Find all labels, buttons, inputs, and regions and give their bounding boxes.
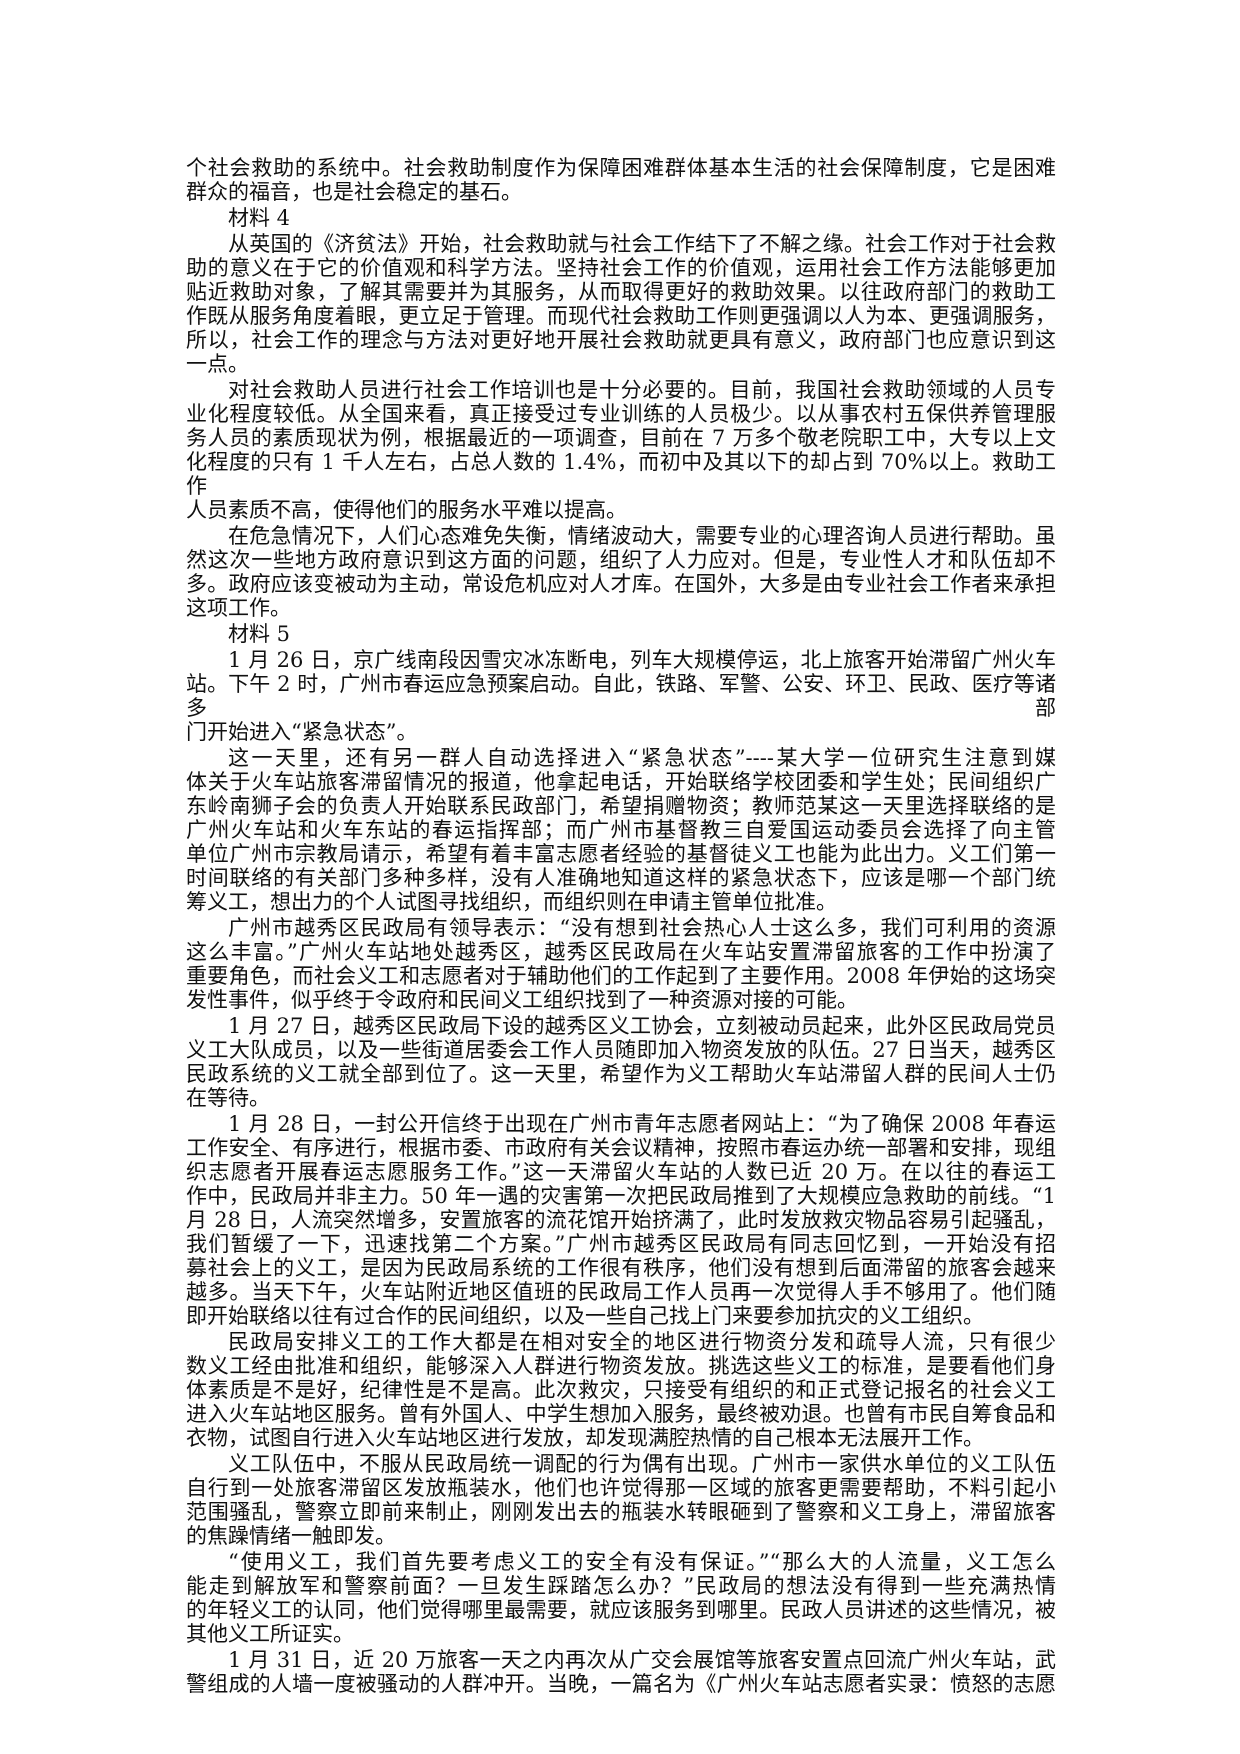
text-line: 能走到解放军和警察前面？一旦发生踩踏怎么办？”民政局的想法没有得到一些充满热情 [186,1574,1056,1598]
text-line: 数义工经由批准和组织，能够深入人群进行物资发放。挑选这些义工的标准，是要看他们身 [186,1354,1056,1378]
text-line: 体关于火车站旅客滞留情况的报道，他拿起电话，开始联络学校团委和学生处；民间组织广 [186,770,1056,794]
text-line: 义工大队成员，以及一些街道居委会工作人员随即加入物资发放的队伍。27 日当天，越… [186,1038,1056,1062]
text-line: 民政系统的义工就全部到位了。这一天里，希望作为义工帮助火车站滞留人群的民间人士仍 [186,1062,1056,1086]
paragraph: 1 月 27 日，越秀区民政局下设的越秀区义工协会，立刻被动员起来，此外区民政局… [186,1014,1056,1110]
text-line: 月 28 日，人流突然增多，安置旅客的流花馆开始挤满了，此时发放救灾物品容易引起… [186,1208,1056,1232]
text-line: 门开始进入“紧急状态”。 [186,720,418,744]
section-heading: 材料 4 [186,206,1056,230]
text-line: 然这次一些地方政府意识到这方面的问题，组织了人力应对。但是，专业性人才和队伍却不 [186,548,1056,572]
paragraph: 从英国的《济贫法》开始，社会救助就与社会工作结下了不解之缘。社会工作对于社会救助… [186,232,1056,376]
text-line: 务人员的素质现状为例，根据最近的一项调查，目前在 7 万多个敬老院职工中，大专以… [186,426,1056,450]
text-line: 这一天里，还有另一群人自动选择进入“紧急状态”----某大学一位研究生注意到媒 [228,746,1056,770]
text-line: 越多。当天下午，火车站附近地区值班的民政局工作人员再一次觉得人手不够用了。他们随 [186,1280,1056,1304]
text-line: 这项工作。 [186,596,291,620]
paragraph: 广州市越秀区民政局有领导表示：“没有想到社会热心人士这么多，我们可利用的资源 这么… [186,916,1056,1012]
text-line: 募社会上的义工，是因为民政局系统的工作很有秩序，他们没有想到后面滞留的旅客会越来 [186,1256,1056,1280]
text-line: 一点。 [186,352,249,376]
text-line: 1 月 27 日，越秀区民政局下设的越秀区义工协会，立刻被动员起来，此外区民政局… [228,1014,1056,1038]
text-line: “使用义工，我们首先要考虑义工的安全有没有保证。”“那么大的人流量，义工怎么 [228,1550,1056,1574]
text-line: 时间联络的有关部门多种多样，没有人准确地知道这样的紧急状态下，应该是哪一个部门统 [186,866,1056,890]
paragraph: 个社会救助的系统中。社会救助制度作为保障困难群体基本生活的社会保障制度，它是困难… [186,156,1056,204]
text-line: 单位广州市宗教局请示，希望有着丰富志愿者经验的基督徒义工也能为此出力。义工们第一 [186,842,1056,866]
text-line: 作中，民政局并非主力。50 年一遇的灾害第一次把民政局推到了大规模应急救助的前线… [186,1184,1056,1208]
text-line: 作既从服务角度着眼，更立足于管理。而现代社会救助工作则更强调以人为本、更强调服务… [186,304,1056,328]
paragraph: 1 月 26 日，京广线南段因雪灾冰冻断电，列车大规模停运，北上旅客开始滞留广州… [186,648,1056,744]
text-line: 警组成的人墙一度被骚动的人群冲开。当晚，一篇名为《广州火车站志愿者实录：愤怒的志… [186,1672,1056,1696]
text-line: 材料 4 [228,206,291,230]
paragraph: 民政局安排义工的工作大都是在相对安全的地区进行物资分发和疏导人流，只有很少 数义工… [186,1330,1056,1450]
paragraph: “使用义工，我们首先要考虑义工的安全有没有保证。”“那么大的人流量，义工怎么 能走… [186,1550,1056,1646]
text-line: 业化程度较低。从全国来看，真正接受过专业训练的人员极少。以从事农村五保供养管理服 [186,402,1056,426]
text-line: 的焦躁情绪一触即发。 [186,1524,396,1548]
text-line: 1 月 31 日，近 20 万旅客一天之内再次从广交会展馆等旅客安置点回流广州火… [228,1648,1056,1672]
text-line: 广州市越秀区民政局有领导表示：“没有想到社会热心人士这么多，我们可利用的资源 [228,916,1056,940]
paragraph: 1 月 31 日，近 20 万旅客一天之内再次从广交会展馆等旅客安置点回流广州火… [186,1648,1056,1696]
text-line: 贴近救助对象，了解其需要并为其服务，从而取得更好的救助效果。以往政府部门的救助工 [186,280,1056,304]
text-line: 范围骚乱，警察立即前来制止，刚刚发出去的瓶装水转眼砸到了警察和义工身上，滞留旅客 [186,1500,1056,1524]
paragraph: 这一天里，还有另一群人自动选择进入“紧急状态”----某大学一位研究生注意到媒体… [186,746,1056,914]
paragraph: 在危急情况下，人们心态难免失衡，情绪波动大，需要专业的心理咨询人员进行帮助。虽然… [186,524,1056,620]
text-line: 民政局安排义工的工作大都是在相对安全的地区进行物资分发和疏导人流，只有很少 [228,1330,1056,1354]
text-line: 群众的福音，也是社会稳定的基石。 [186,180,522,204]
text-line: 东岭南狮子会的负责人开始联系民政部门，希望捐赠物资；教师范某这一天里选择联络的是 [186,794,1056,818]
text-line: 站。下午 2 时，广州市春运应急预案启动。自此，铁路、军警、公安、环卫、民政、医… [186,672,1056,720]
text-line: 工作安全、有序进行，根据市委、市政府有关会议精神，按照市春运办统一部署和安排，现… [186,1136,1056,1160]
text-line: 织志愿者开展春运志愿服务工作。”这一天滞留火车站的人数已近 20 万。在以往的春… [186,1160,1056,1184]
text-line: 广州火车站和火车东站的春运指挥部；而广州市基督教三自爱国运动委员会选择了向主管 [186,818,1056,842]
paragraph: 对社会救助人员进行社会工作培训也是十分必要的。目前，我国社会救助领域的人员专 业化… [186,378,1056,522]
text-line: 1 月 26 日，京广线南段因雪灾冰冻断电，列车大规模停运，北上旅客开始滞留广州… [228,648,1056,672]
text-line: 材料 5 [228,622,291,646]
text-line: 进入火车站地区服务。曾有外国人、中学生想加入服务，最终被劝退。也曾有市民自筹食品… [186,1402,1056,1426]
text-line: 在等待。 [186,1086,270,1110]
text-line: 1 月 28 日，一封公开信终于出现在广州市青年志愿者网站上：“为了确保 200… [228,1112,1056,1136]
text-line: 即开始联络以往有过合作的民间组织，以及一些自己找上门来要参加抗灾的义工组织。 [186,1304,984,1328]
text-line: 个社会救助的系统中。社会救助制度作为保障困难群体基本生活的社会保障制度，它是困难 [186,156,1056,180]
text-line: 从英国的《济贫法》开始，社会救助就与社会工作结下了不解之缘。社会工作对于社会救 [228,232,1056,256]
text-line: 筹义工，想出力的个人试图寻找组织，而组织则在申请主管单位批准。 [186,890,837,914]
text-line: 人员素质不高，使得他们的服务水平难以提高。 [186,498,627,522]
text-line: 重要角色，而社会义工和志愿者对于辅助他们的工作起到了主要作用。2008 年伊始的… [186,964,1056,988]
text-line: 这么丰富。”广州火车站地处越秀区，越秀区民政局在火车站安置滞留旅客的工作中扮演了 [186,940,1056,964]
text-line: 多。政府应该变被动为主动，常设危机应对人才库。在国外，大多是由专业社会工作者来承… [186,572,1056,596]
text-line: 对社会救助人员进行社会工作培训也是十分必要的。目前，我国社会救助领域的人员专 [228,378,1056,402]
text-line: 衣物，试图自行进入火车站地区进行发放，却发现满腔热情的自己根本无法展开工作。 [186,1426,984,1450]
text-line: 助的意义在于它的价值观和科学方法。坚持社会工作的价值观，运用社会工作方法能够更加 [186,256,1056,280]
text-line: 的年轻义工的认同，他们觉得哪里最需要，就应该服务到哪里。民政人员讲述的这些情况，… [186,1598,1056,1622]
paragraph: 义工队伍中，不服从民政局统一调配的行为偶有出现。广州市一家供水单位的义工队伍 自行… [186,1452,1056,1548]
document-body: 个社会救助的系统中。社会救助制度作为保障困难群体基本生活的社会保障制度，它是困难… [186,156,1056,1698]
section-heading: 材料 5 [186,622,1056,646]
text-line: 义工队伍中，不服从民政局统一调配的行为偶有出现。广州市一家供水单位的义工队伍 [228,1452,1056,1476]
text-line: 自行到一处旅客滞留区发放瓶装水，他们也许觉得那一区域的旅客更需要帮助，不料引起小 [186,1476,1056,1500]
text-line: 所以，社会工作的理念与方法对更好地开展社会救助就更具有意义，政府部门也应意识到这 [186,328,1056,352]
text-line: 发性事件，似乎终于令政府和民间义工组织找到了一种资源对接的可能。 [186,988,858,1012]
text-line: 我们暂缓了一下，迅速找第二个方案。”广州市越秀区民政局有同志回忆到，一开始没有招 [186,1232,1056,1256]
text-line: 体素质是不是好，纪律性是不是高。此次救灾，只接受有组织的和正式登记报名的社会义工 [186,1378,1056,1402]
text-line: 在危急情况下，人们心态难免失衡，情绪波动大，需要专业的心理咨询人员进行帮助。虽 [228,524,1056,548]
text-line: 其他义工所证实。 [186,1622,354,1646]
text-line: 化程度的只有 1 千人左右，占总人数的 1.4%，而初中及其以下的却占到 70%… [186,450,1056,498]
paragraph: 1 月 28 日，一封公开信终于出现在广州市青年志愿者网站上：“为了确保 200… [186,1112,1056,1328]
